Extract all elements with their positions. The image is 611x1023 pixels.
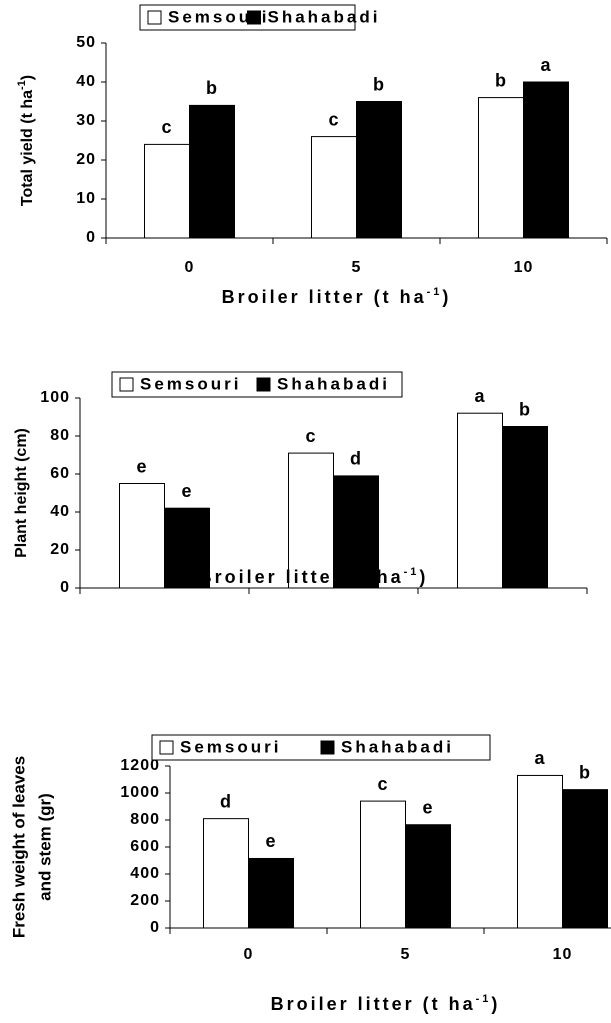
legend-swatch: [247, 10, 261, 25]
legend-swatch: [256, 377, 271, 392]
y-tick-label: 40: [76, 73, 96, 90]
legend-label: Shahabadi: [277, 374, 390, 393]
x-axis-label-part: Broiler litter (t ha: [199, 567, 404, 587]
y-tick-label: 0: [150, 919, 160, 936]
x-axis-label-part: Broiler litter (t ha: [271, 994, 476, 1014]
bar: [311, 136, 357, 239]
bar: [457, 412, 503, 589]
x-axis-label-part: -1: [404, 566, 420, 578]
bar-letter: c: [161, 117, 172, 137]
x-axis-label: Broiler litter (t ha-1): [199, 566, 429, 587]
bar-letter: e: [181, 481, 192, 501]
x-tick-label: 5: [401, 946, 411, 963]
bar: [119, 483, 165, 589]
y-tick-label: 1200: [120, 757, 160, 774]
bar: [478, 97, 524, 239]
legend-label: Shahabadi: [341, 737, 454, 756]
x-axis-label-part: ): [491, 994, 500, 1014]
bar-letter: b: [206, 78, 218, 98]
y-axis-label-part: Total yield (t ha: [19, 90, 36, 206]
bar: [405, 824, 451, 929]
x-axis-label-part: ): [419, 567, 428, 587]
y-axis-label: and stem (gr): [35, 793, 54, 901]
y-tick-label: 50: [76, 34, 96, 51]
legend-label: Semsouri: [180, 737, 281, 756]
bar-letter: b: [373, 74, 385, 94]
bar-letter: d: [350, 449, 362, 469]
y-axis-label-part: -1: [16, 80, 28, 90]
y-tick-label: 400: [130, 865, 160, 882]
bar: [144, 143, 190, 239]
bar-letter: c: [377, 774, 388, 794]
y-tick-label: 600: [130, 838, 160, 855]
legend-swatch: [147, 10, 162, 25]
x-axis-label: Broiler litter (t ha-1): [222, 286, 452, 307]
y-tick-label: 60: [50, 465, 70, 482]
y-tick-label: 30: [76, 112, 96, 129]
legend-swatch: [159, 740, 174, 755]
x-axis-label: Broiler litter (t ha-1): [271, 993, 501, 1014]
y-tick-label: 20: [76, 151, 96, 168]
x-axis-label-part: Broiler litter (t ha: [222, 287, 427, 307]
legend-label: Semsouri: [140, 374, 241, 393]
bar-letter: e: [422, 797, 433, 817]
y-tick-label: 200: [130, 892, 160, 909]
y-tick-label: 0: [86, 229, 96, 246]
legend-label: Semsouri: [168, 7, 269, 26]
y-axis-label-part: Plant height (cm): [13, 428, 30, 558]
bar: [523, 81, 569, 239]
y-tick-label: 0: [60, 579, 70, 596]
y-tick-label: 80: [50, 427, 70, 444]
y-tick-label: 1000: [120, 784, 160, 801]
bar: [360, 800, 406, 929]
bar-letter: c: [328, 109, 339, 129]
x-axis-label-part: -1: [476, 993, 492, 1005]
x-tick-label: 0: [185, 259, 195, 276]
bar-letter: a: [474, 386, 485, 406]
y-axis-label-part: ): [19, 75, 36, 80]
bar-letter: a: [540, 55, 551, 75]
y-tick-label: 100: [40, 389, 70, 406]
bar: [356, 101, 402, 239]
bar-letter: b: [519, 399, 531, 419]
bar: [288, 452, 334, 589]
bar-letter: b: [495, 70, 507, 90]
x-tick-label: 5: [352, 259, 362, 276]
y-axis-label: Plant height (cm): [13, 428, 30, 558]
x-tick-label: 10: [553, 946, 573, 963]
bar-letter: e: [136, 456, 147, 476]
bar: [562, 789, 608, 929]
bar-letter: a: [534, 748, 545, 768]
x-axis-label-part: ): [442, 287, 451, 307]
y-tick-label: 800: [130, 811, 160, 828]
y-tick-label: 20: [50, 541, 70, 558]
y-axis-label: Fresh weight of leaves: [9, 756, 28, 938]
y-tick-label: 40: [50, 503, 70, 520]
x-axis-label-part: -1: [427, 286, 443, 298]
bar: [517, 774, 563, 929]
bar-letter: e: [265, 831, 276, 851]
bar-letter: b: [579, 762, 591, 782]
bar: [248, 857, 294, 929]
legend-label: Shahabadi: [268, 7, 381, 26]
bar: [189, 104, 235, 239]
legend-swatch: [320, 740, 335, 755]
legend-swatch: [119, 377, 134, 392]
bar: [502, 426, 548, 589]
bar-letter: d: [220, 791, 232, 811]
bar: [333, 475, 379, 589]
x-tick-label: 10: [514, 259, 534, 276]
x-tick-label: 0: [244, 946, 254, 963]
bar-letter: c: [305, 426, 316, 446]
y-axis-label: Total yield (t ha-1): [16, 75, 36, 206]
bar: [164, 507, 210, 589]
bar: [203, 818, 249, 929]
y-tick-label: 10: [76, 190, 96, 207]
